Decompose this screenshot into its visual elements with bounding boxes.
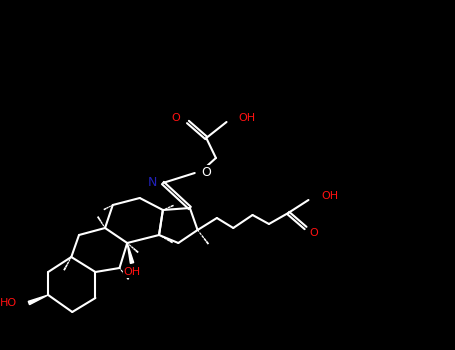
- Text: OH: OH: [238, 113, 255, 123]
- Text: O: O: [309, 228, 318, 238]
- Polygon shape: [28, 295, 48, 304]
- Text: N: N: [148, 175, 157, 189]
- Polygon shape: [127, 243, 134, 264]
- Text: OH: OH: [123, 267, 141, 277]
- Text: O: O: [202, 166, 211, 178]
- Text: O: O: [172, 113, 180, 123]
- Text: HO: HO: [0, 298, 17, 308]
- Text: OH: OH: [321, 191, 338, 201]
